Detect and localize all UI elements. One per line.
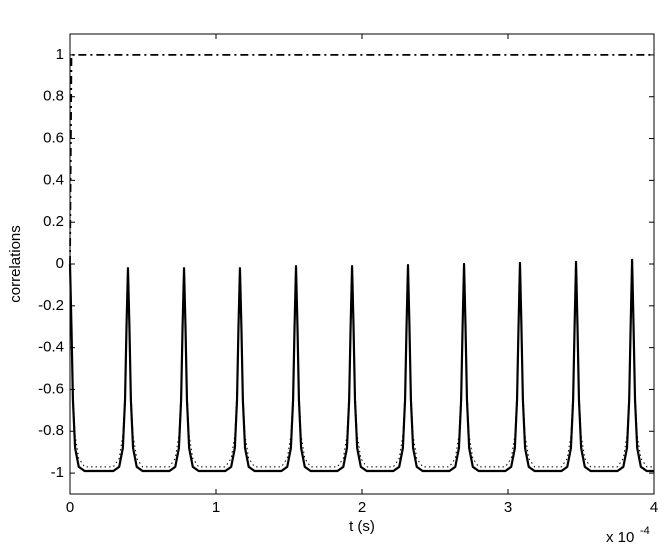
x-tick-label: 2 — [358, 499, 366, 516]
y-axis-label: correlations — [7, 225, 24, 303]
x-scale-exponent: -4 — [640, 525, 650, 537]
y-tick-label: -0.8 — [38, 422, 64, 439]
data-line — [69, 259, 654, 468]
data-line — [68, 258, 654, 473]
y-tick-label: -0.6 — [38, 380, 64, 397]
data-line — [69, 54, 654, 265]
y-tick-label: 0.6 — [43, 130, 64, 147]
y-tick-label: -0.4 — [38, 339, 64, 356]
x-tick-label: 4 — [650, 499, 658, 516]
y-tick-label: 0.4 — [43, 171, 64, 188]
x-axis-label: t (s) — [349, 518, 375, 535]
y-tick-label: 1 — [56, 46, 64, 63]
y-tick-label: 0.2 — [43, 213, 64, 230]
x-tick-label: 0 — [66, 499, 74, 516]
y-tick-label: -1 — [51, 464, 64, 481]
x-scale-label: x 10 — [606, 529, 634, 546]
y-tick-label: -0.2 — [38, 297, 64, 314]
plot-frame — [69, 33, 655, 495]
x-tick-label: 1 — [212, 499, 220, 516]
y-tick-label: 0 — [56, 255, 64, 272]
x-tick-label: 3 — [504, 499, 512, 516]
y-tick-label: 0.8 — [43, 88, 64, 105]
